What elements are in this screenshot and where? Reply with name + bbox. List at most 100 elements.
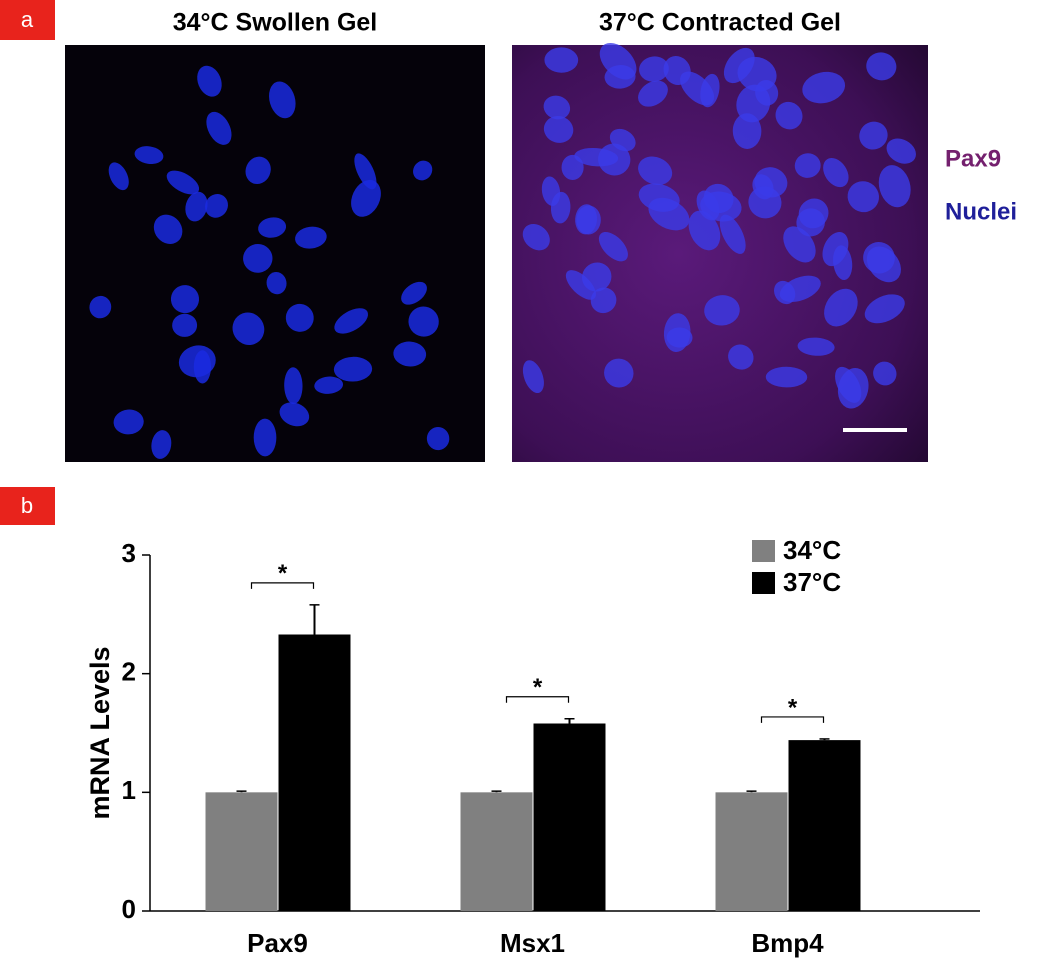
nucleus [599, 42, 637, 80]
nucleus [866, 52, 897, 81]
nucleus [166, 170, 200, 195]
bar [715, 792, 788, 911]
nucleus [639, 56, 669, 82]
y-tick-label: 3 [122, 538, 136, 568]
nucleus [351, 179, 381, 217]
nucleus [279, 402, 310, 427]
bar [788, 740, 861, 911]
nucleus [544, 47, 579, 73]
nucleus [859, 121, 888, 150]
nucleus [604, 358, 634, 388]
nucleus [886, 138, 916, 164]
nucleus [543, 95, 571, 120]
significance-label: * [788, 694, 798, 721]
nucleus [206, 111, 232, 145]
nucleus [89, 295, 112, 319]
panel-label-box [0, 0, 55, 40]
nucleus [266, 271, 287, 295]
significance-bracket [505, 696, 570, 703]
nucleus [783, 226, 816, 263]
legend-label: 37°C [783, 567, 841, 597]
panel-label-box [0, 487, 55, 525]
nucleus [794, 153, 821, 178]
nucleus [401, 281, 427, 305]
stain-label: Pax9 [945, 145, 1001, 172]
y-axis-label: mRNA Levels [85, 646, 115, 819]
nucleus [243, 243, 273, 273]
nucleus [172, 313, 198, 337]
nucleus [393, 341, 427, 367]
nucleus [575, 204, 598, 235]
y-tick-label: 0 [122, 894, 136, 924]
nucleus [565, 270, 596, 300]
bar [278, 634, 351, 911]
nucleus [258, 217, 287, 238]
nucleus [178, 345, 216, 378]
nucleus [866, 246, 901, 283]
nucleus [285, 303, 314, 332]
nucleus [797, 337, 835, 356]
nucleus [245, 156, 271, 185]
nucleus [205, 193, 228, 218]
nucleus [522, 360, 544, 394]
nucleus [775, 101, 803, 130]
bar [533, 723, 606, 911]
nucleus [185, 191, 208, 222]
significance-label: * [278, 560, 288, 587]
nucleus [748, 186, 782, 219]
nucleus [798, 198, 829, 229]
nucleus [550, 191, 571, 224]
nucleus [700, 73, 720, 108]
nucleus [408, 306, 439, 337]
nucleus [638, 80, 668, 107]
nucleus [822, 231, 849, 267]
stain-label: Nuclei [945, 198, 1017, 225]
nucleus [598, 231, 628, 262]
nucleus [688, 210, 721, 251]
nucleus [413, 160, 433, 181]
nucleus [728, 344, 754, 370]
nucleus [134, 146, 164, 164]
nucleus [823, 158, 849, 188]
nucleus [590, 287, 617, 314]
nucleus [153, 214, 183, 244]
legend-swatch [752, 572, 775, 594]
significance-bracket [760, 716, 825, 723]
nucleus [522, 223, 550, 251]
nucleus [774, 280, 796, 305]
nucleus [295, 226, 327, 249]
image-title: 37°C Contracted Gel [599, 9, 841, 37]
nucleus [113, 409, 144, 435]
legend-label: 34°C [783, 535, 841, 565]
nucleus [284, 367, 303, 405]
x-tick-label: Bmp4 [751, 928, 824, 958]
nucleus [638, 156, 673, 185]
x-tick-label: Pax9 [247, 928, 308, 958]
nucleus [314, 376, 344, 394]
nuclei [89, 42, 916, 459]
nucleus [802, 71, 846, 104]
nucleus [824, 288, 858, 327]
nucleus [696, 190, 720, 221]
nucleus [609, 128, 636, 152]
bar [205, 792, 278, 911]
nucleus [878, 165, 911, 208]
legend-swatch [752, 540, 775, 562]
nucleus [864, 294, 905, 324]
nucleus [232, 312, 265, 346]
nucleus [197, 65, 222, 97]
nucleus [719, 214, 746, 254]
y-tick-label: 1 [122, 775, 136, 805]
nucleus [334, 308, 369, 334]
nucleus [737, 56, 777, 92]
nucleus [426, 427, 450, 451]
nucleus [847, 181, 880, 213]
nucleus [732, 113, 762, 149]
y-tick-label: 2 [122, 657, 136, 687]
nucleus [269, 81, 296, 119]
nucleus [543, 116, 574, 143]
nucleus [253, 418, 277, 457]
nucleus [170, 285, 200, 314]
significance-bracket [250, 582, 315, 589]
